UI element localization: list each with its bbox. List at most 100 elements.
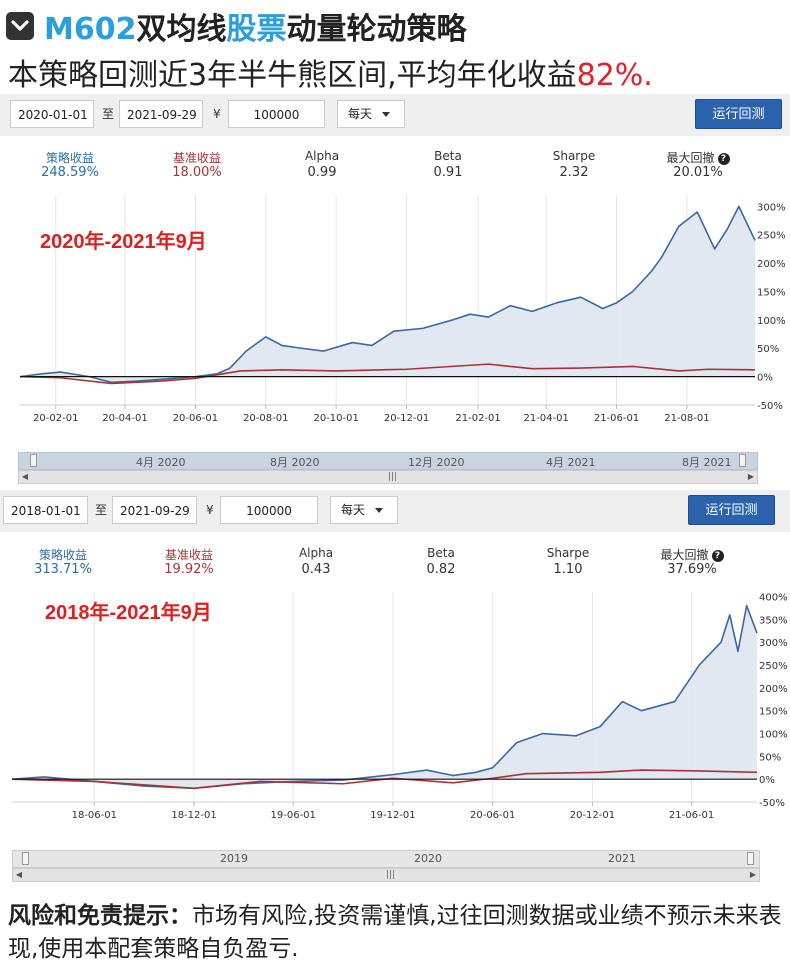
capital-input[interactable]: 100000 <box>228 100 325 128</box>
stat-benchmark-return: 基准收益 18.00% <box>147 149 247 180</box>
run-backtest-button[interactable]: 运行回测 <box>695 99 782 129</box>
start-date-input[interactable]: 2020-01-01 <box>10 100 94 128</box>
y-tick-label: 50% <box>759 752 781 763</box>
backtest-controls-2: 2018-01-01 至 2021-09-29 ¥ 100000 每天 运行回测 <box>0 490 790 532</box>
title-part3: 动量轮动策略 <box>286 12 467 47</box>
currency-symbol: ¥ <box>213 107 221 121</box>
stat-label: Alpha <box>298 546 334 560</box>
disclaimer-text: 市场有风险,投资需谨慎,过往回测数据或业绩不预示未来表现,使用本配套策略自负盈亏… <box>8 903 782 962</box>
navigator-range[interactable] <box>12 850 760 868</box>
x-tick-label: 20-06-01 <box>470 810 515 821</box>
end-date-input[interactable]: 2021-09-29 <box>112 496 197 524</box>
scroll-grip-icon[interactable]: ||| <box>388 472 398 482</box>
x-tick-label: 21-02-01 <box>455 413 500 424</box>
stat-label: Alpha <box>304 149 340 163</box>
x-tick-label: 20-06-01 <box>173 413 218 424</box>
help-icon[interactable]: ? <box>717 153 730 165</box>
page-title: M602双均线股票动量轮动策略 <box>44 4 466 48</box>
x-tick-label: 21-06-01 <box>594 413 639 424</box>
title-part1: 双均线 <box>136 12 227 47</box>
subtitle-main: 本策略回测近3年半牛熊区间,平均年化收益 <box>8 58 577 93</box>
x-tick-label: 20-02-01 <box>33 413 78 424</box>
title-part2: 股票 <box>226 12 287 47</box>
stat-label: 基准收益 <box>164 548 213 562</box>
y-tick-label: 0% <box>757 373 773 384</box>
stat-sharpe: Sharpe 1.10 <box>518 546 618 577</box>
stat-label: Sharpe <box>546 546 590 560</box>
subtitle: 本策略回测近3年半牛熊区间,平均年化收益82%. <box>8 50 653 94</box>
y-tick-label: 200% <box>759 684 788 695</box>
strategy-return-line <box>19 205 756 384</box>
x-tick-label: 20-08-01 <box>243 413 288 424</box>
returns-chart-1[interactable]: 20-02-01 20-04-01 20-06-01 20-08-01 20-10-01… <box>0 190 790 430</box>
end-date-input[interactable]: 2021-09-29 <box>119 100 203 128</box>
scroll-grip-icon[interactable]: ||| <box>386 870 396 880</box>
stat-strategy-return: 策略收益 313.71% <box>13 546 113 577</box>
navigator-label: 4月 2020 <box>136 456 186 469</box>
x-tick-label: 19-12-01 <box>370 810 415 821</box>
disclaimer: 风险和免责提示：市场有风险,投资需谨慎,过往回测数据或业绩不预示未来表现,使用本… <box>8 900 788 966</box>
y-tick-label: 350% <box>759 615 788 626</box>
stat-value: 2.32 <box>559 165 589 180</box>
scroll-left-icon[interactable]: ◀ <box>21 472 29 481</box>
frequency-select[interactable]: 每天 <box>337 100 405 128</box>
x-tick-label: 21-04-01 <box>523 413 568 424</box>
stat-value: 0.82 <box>426 562 456 577</box>
y-tick-label: 300% <box>757 202 786 213</box>
navigator-left-handle[interactable] <box>22 852 29 865</box>
navigator-left-handle[interactable] <box>30 454 37 467</box>
frequency-select[interactable]: 每天 <box>330 496 398 524</box>
y-tick-label: 50% <box>757 344 779 355</box>
scroll-right-icon[interactable]: ▶ <box>747 472 755 481</box>
navigator-label: 12月 2020 <box>408 456 465 469</box>
stat-max-drawdown: 最大回撤? 37.69% <box>642 546 742 577</box>
scroll-right-icon[interactable]: ▶ <box>749 870 757 879</box>
stat-value: 0.91 <box>433 165 463 180</box>
stat-value: 1.10 <box>553 562 583 577</box>
help-icon[interactable]: ? <box>711 550 724 562</box>
x-tick-label: 20-12-01 <box>570 810 615 821</box>
run-backtest-button[interactable]: 运行回测 <box>688 495 775 525</box>
y-tick-label: 250% <box>757 231 786 242</box>
chart-navigator-1[interactable]: ◀ ||| ▶ 4月 2020 8月 2020 12月 2020 4月 2021 8月 … <box>18 452 758 484</box>
scroll-left-icon[interactable]: ◀ <box>15 870 23 879</box>
x-tick-label: 18-12-01 <box>171 810 216 821</box>
x-tick-label: 20-10-01 <box>313 413 358 424</box>
stat-beta: Beta 0.91 <box>398 149 498 180</box>
header: M602双均线股票动量轮动策略 本策略回测近3年半牛熊区间,平均年化收益82%. <box>0 0 790 96</box>
navigator-scrollbar[interactable]: ◀ ||| ▶ <box>12 868 760 882</box>
navigator-range[interactable] <box>18 452 758 470</box>
capital-input[interactable]: 100000 <box>220 496 318 524</box>
returns-chart-2[interactable]: 18-06-01 18-12-01 19-06-01 19-12-01 20-06-01… <box>0 587 790 827</box>
disclaimer-heading: 风险和免责提示： <box>8 903 192 929</box>
backtest-controls-1: 2020-01-01 至 2021-09-29 ¥ 100000 每天 运行回测 <box>0 94 790 136</box>
stat-beta: Beta 0.82 <box>391 546 491 577</box>
x-tick-label: 20-12-01 <box>384 413 429 424</box>
stat-value: 248.59% <box>41 165 99 180</box>
navigator-scrollbar[interactable]: ◀ ||| ▶ <box>18 470 758 484</box>
y-tick-label: 200% <box>757 259 786 270</box>
title-row: M602双均线股票动量轮动策略 <box>6 4 466 48</box>
x-tick-label: 20-04-01 <box>102 413 147 424</box>
navigator-label: 2020 <box>414 852 442 865</box>
caret-down-icon <box>375 508 384 513</box>
chart-navigator-2[interactable]: ◀ ||| ▶ 2019 2020 2021 <box>12 850 760 882</box>
caret-down-icon <box>382 112 391 117</box>
currency-symbol: ¥ <box>206 503 214 517</box>
y-tick-label: 250% <box>759 661 788 672</box>
stat-max-drawdown: 最大回撤? 20.01% <box>648 149 748 180</box>
stat-value: 37.69% <box>667 562 717 577</box>
period-label: 2020年-2021年9月 <box>40 229 207 253</box>
navigator-right-handle[interactable] <box>747 852 754 865</box>
stat-value: 20.01% <box>673 165 723 180</box>
stat-value: 313.71% <box>34 562 92 577</box>
stat-alpha: Alpha 0.43 <box>266 546 366 577</box>
navigator-label: 2021 <box>608 852 636 865</box>
y-tick-label: 150% <box>759 707 788 718</box>
stat-sharpe: Sharpe 2.32 <box>524 149 624 180</box>
start-date-input[interactable]: 2018-01-01 <box>3 496 88 524</box>
navigator-right-handle[interactable] <box>739 454 746 467</box>
title-code: M602 <box>44 12 137 47</box>
stats-row-1: 策略收益 248.59% 基准收益 18.00% Alpha 0.99 Beta 0.9… <box>0 145 790 187</box>
stat-label: 最大回撤 <box>660 548 709 562</box>
